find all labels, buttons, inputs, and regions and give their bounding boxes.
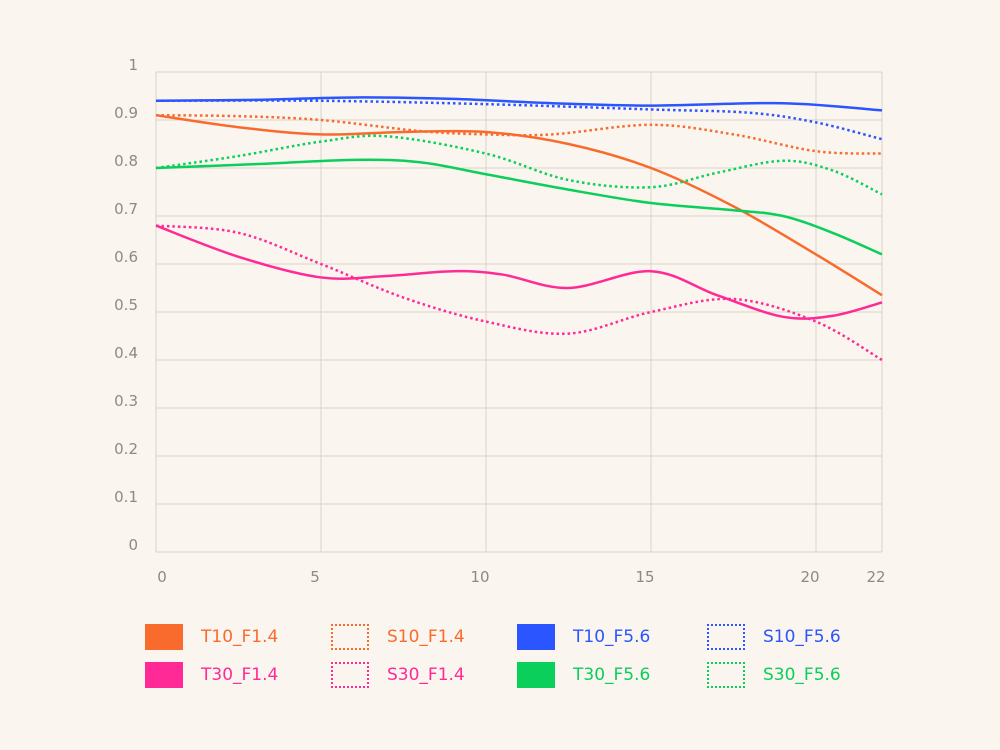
legend-label: T30_F1.4 <box>201 665 279 685</box>
x-tick-label: 15 <box>635 568 654 586</box>
series-line-t30-f1-4 <box>155 224 883 320</box>
legend-item: S30_F1.4 <box>331 662 465 688</box>
y-tick-label: 1 <box>128 56 138 74</box>
series-line-t10-f1-4 <box>155 113 883 297</box>
y-tick-label: 0 <box>128 536 138 554</box>
legend-swatch <box>707 662 745 688</box>
series-line-s30-f1-4 <box>155 224 883 362</box>
legend-label: T10_F1.4 <box>201 627 279 647</box>
legend-label: S10_F1.4 <box>387 627 465 647</box>
legend-item: T30_F5.6 <box>517 662 650 688</box>
series-line-s30-f5-6 <box>155 134 883 196</box>
x-tick-label: 10 <box>470 568 489 586</box>
y-tick-label: 0.9 <box>114 104 138 122</box>
legend-label: S30_F5.6 <box>763 665 841 685</box>
legend-swatch <box>145 662 183 688</box>
legend-swatch <box>331 662 369 688</box>
legend-item: S30_F5.6 <box>707 662 841 688</box>
series-line-s10-f1-4 <box>155 113 883 155</box>
series-line-t30-f5-6 <box>155 158 883 256</box>
x-tick-label: 20 <box>800 568 819 586</box>
legend-item: T10_F1.4 <box>145 624 278 650</box>
y-tick-label: 0.7 <box>114 200 138 218</box>
legend-item: T10_F5.6 <box>517 624 650 650</box>
legend-swatch <box>331 624 369 650</box>
legend-swatch <box>707 624 745 650</box>
y-tick-label: 0.6 <box>114 248 138 266</box>
x-tick-label: 22 <box>866 568 885 586</box>
y-tick-label: 0.8 <box>114 152 138 170</box>
y-tick-label: 0.4 <box>114 344 138 362</box>
legend-swatch <box>517 624 555 650</box>
x-tick-label: 5 <box>310 568 320 586</box>
legend-label: S10_F5.6 <box>763 627 841 647</box>
y-tick-label: 0.2 <box>114 440 138 458</box>
legend-swatch <box>517 662 555 688</box>
y-tick-label: 0.3 <box>114 392 138 410</box>
legend-swatch <box>145 624 183 650</box>
legend-label: T10_F5.6 <box>573 627 651 647</box>
legend-item: T30_F1.4 <box>145 662 278 688</box>
y-tick-label: 0.1 <box>114 488 138 506</box>
legend-item: S10_F1.4 <box>331 624 465 650</box>
x-tick-label: 0 <box>157 568 167 586</box>
legend-item: S10_F5.6 <box>707 624 841 650</box>
legend-label: T30_F5.6 <box>573 665 651 685</box>
legend-label: S30_F1.4 <box>387 665 465 685</box>
y-tick-label: 0.5 <box>114 296 138 314</box>
